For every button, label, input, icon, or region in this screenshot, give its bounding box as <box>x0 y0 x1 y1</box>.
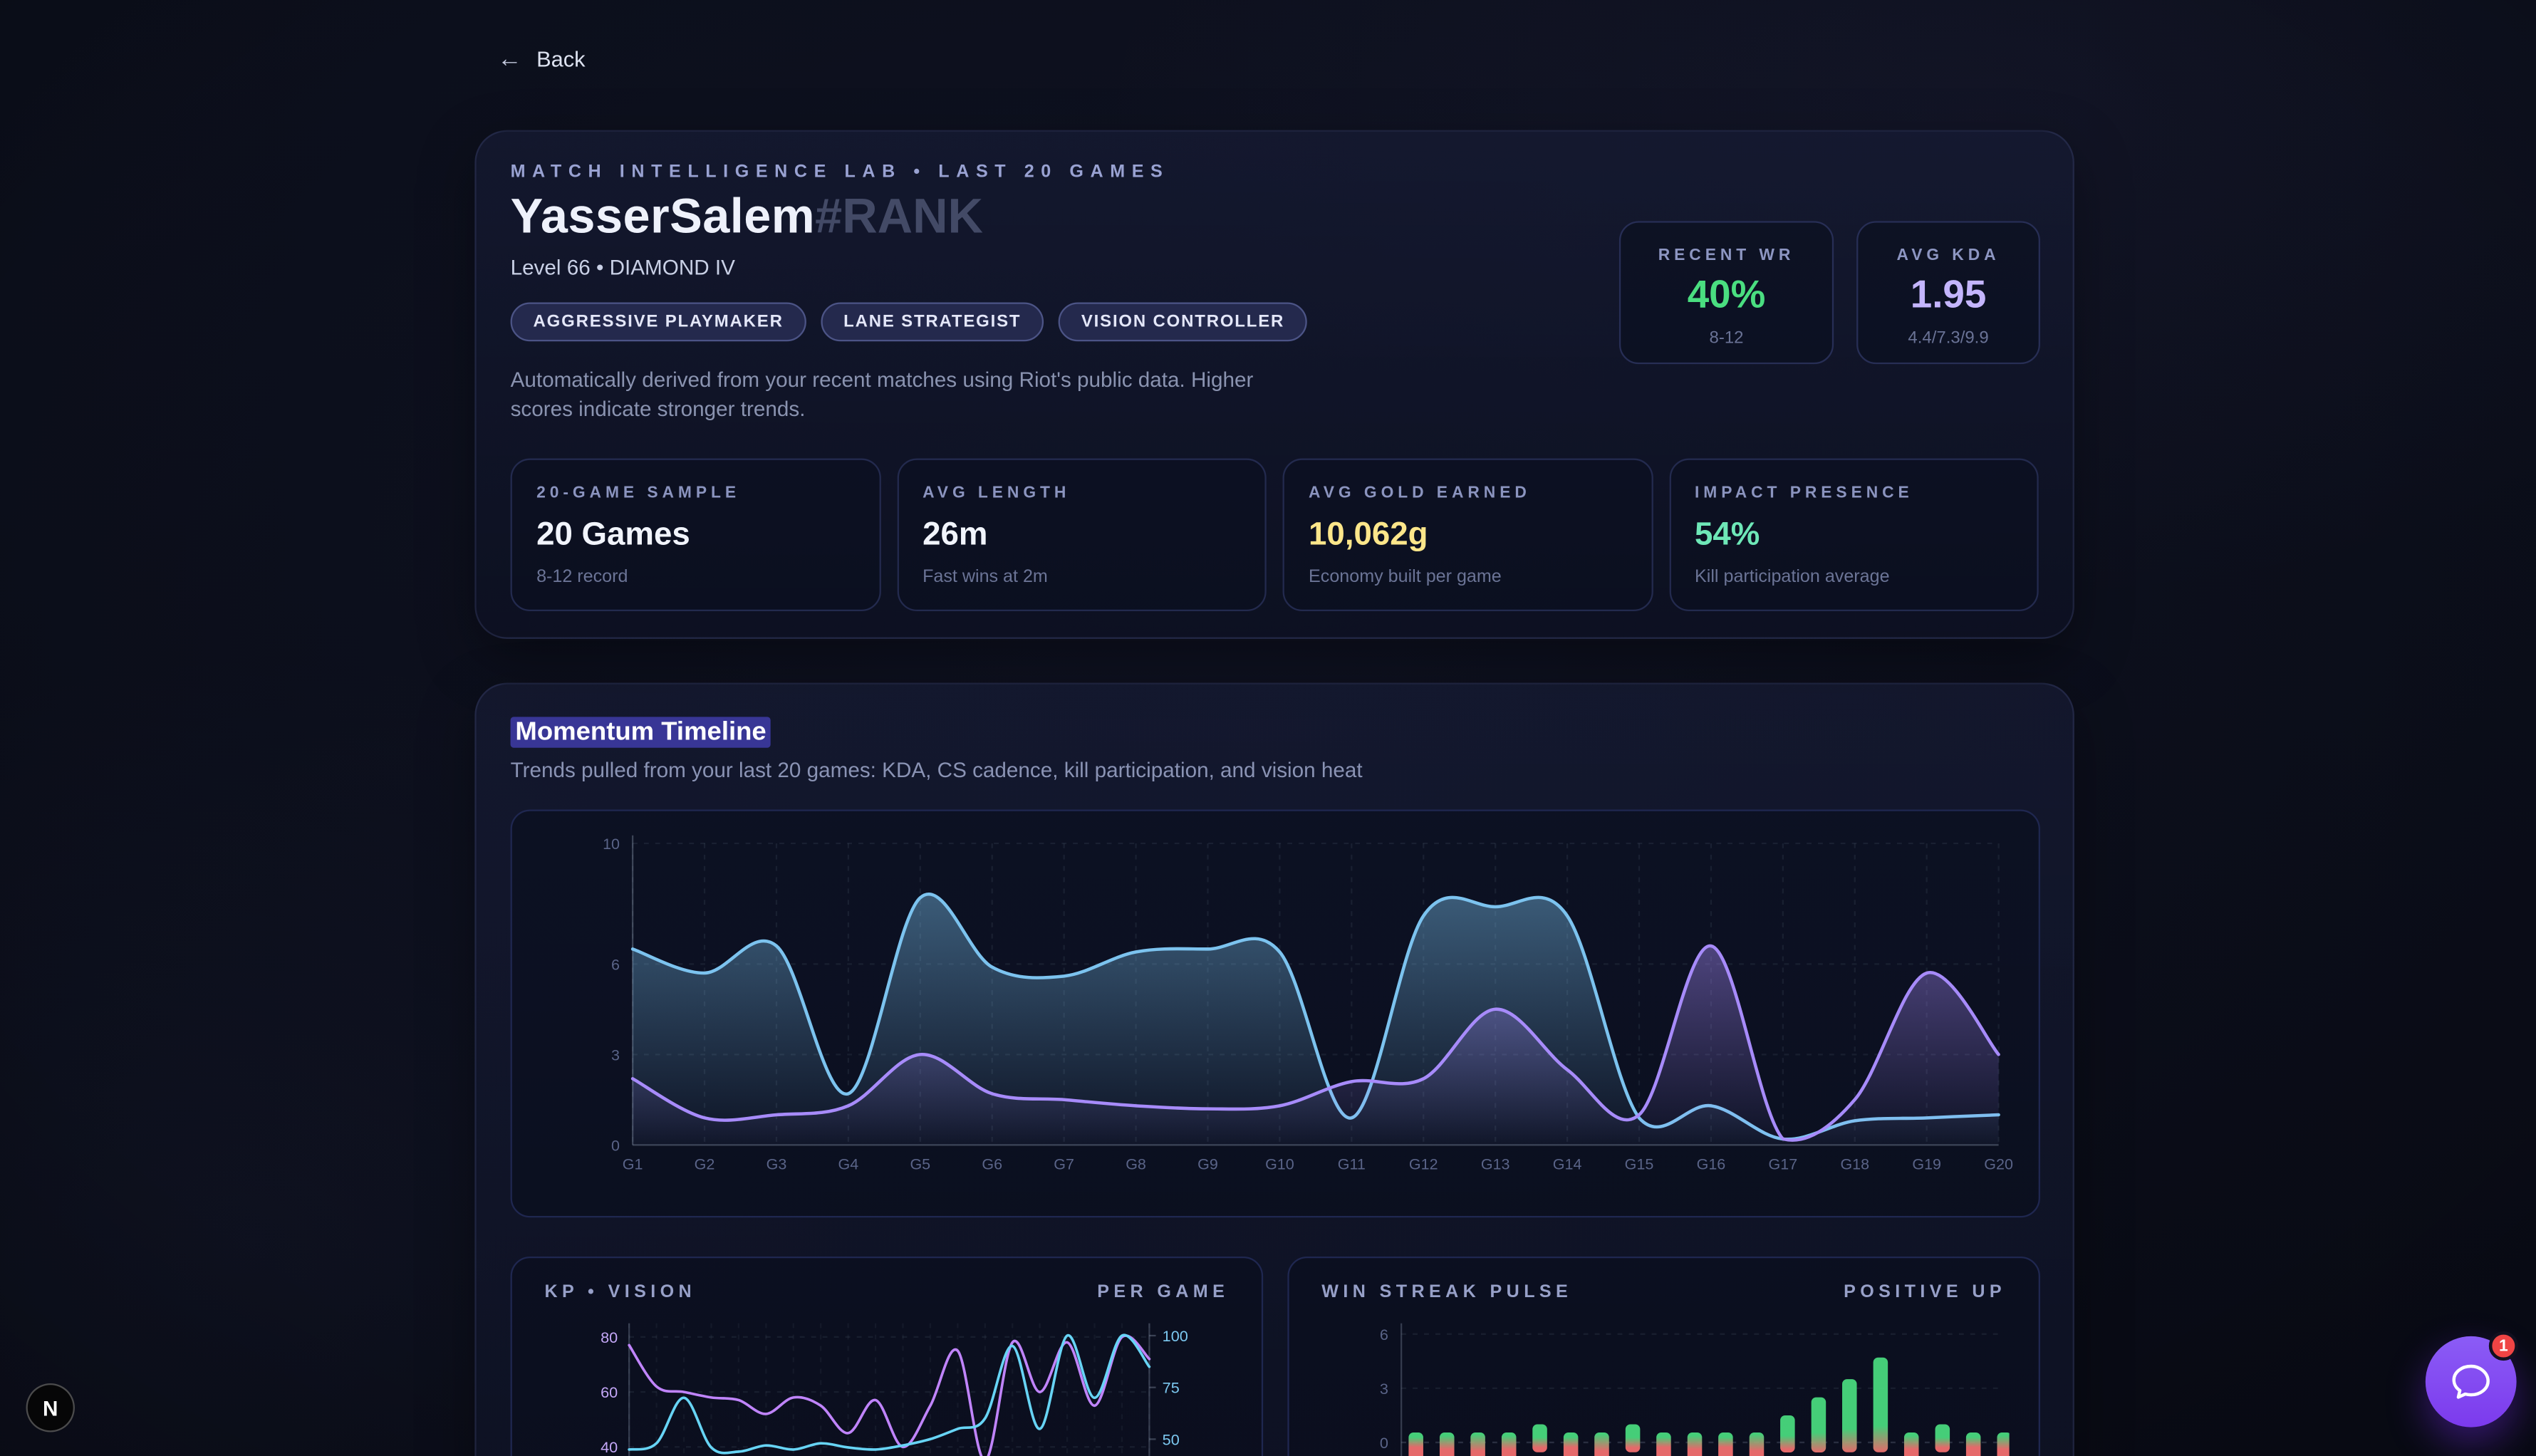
svg-text:G7: G7 <box>1054 1155 1074 1172</box>
svg-text:3: 3 <box>611 1046 620 1064</box>
svg-text:G10: G10 <box>1265 1155 1294 1172</box>
momentum-chart-panel: G1 G2 G3 G4 G5 G6 G7 G8 G9 G10 G11 G12 G13 G14 G15 G16 G… <box>510 809 2040 1218</box>
stat-card-label: AVG LENGTH <box>923 484 1071 503</box>
kp-vision-title: KP • VISION <box>544 1282 697 1302</box>
win-streak-title: WIN STREAK PULSE <box>1321 1282 1573 1302</box>
stat-card-sub: Kill participation average <box>1695 567 1890 587</box>
svg-text:75: 75 <box>1163 1379 1180 1397</box>
svg-text:G5: G5 <box>910 1155 930 1172</box>
momentum-timeline-chart: G1 G2 G3 G4 G5 G6 G7 G8 G9 G10 G11 G12 G13 G14 G15 G16 G… <box>603 835 2013 1172</box>
avg-kda-label: AVG KDA <box>1896 246 2000 265</box>
svg-text:50: 50 <box>1163 1430 1180 1448</box>
kp-vision-card: KP • VISION PER GAME 40 60 80 50 75 100 <box>510 1257 1264 1456</box>
win-streak-card: WIN STREAK PULSE POSITIVE UP 0 3 6 <box>1287 1257 2040 1456</box>
svg-text:G9: G9 <box>1197 1155 1218 1172</box>
avg-kda-card: AVG KDA 1.95 4.4/7.3/9.9 <box>1856 221 2040 365</box>
back-label: Back <box>536 47 586 72</box>
svg-text:G8: G8 <box>1126 1155 1146 1172</box>
stat-card-sub: Economy built per game <box>1309 567 1502 587</box>
svg-text:G17: G17 <box>1769 1155 1798 1172</box>
svg-text:G18: G18 <box>1840 1155 1869 1172</box>
badge-aggressive-playmaker: AGGRESSIVE PLAYMAKER <box>510 302 806 342</box>
svg-text:6: 6 <box>611 956 620 973</box>
svg-text:G19: G19 <box>1912 1155 1941 1172</box>
svg-text:100: 100 <box>1163 1327 1188 1345</box>
win-streak-header: WIN STREAK PULSE POSITIVE UP <box>1321 1283 2006 1302</box>
svg-text:G11: G11 <box>1338 1155 1366 1172</box>
kp-vision-unit-label: PER GAME <box>1097 1282 1230 1302</box>
svg-text:0: 0 <box>1380 1434 1388 1452</box>
svg-text:G14: G14 <box>1553 1155 1582 1172</box>
n-logo-button[interactable]: N <box>26 1383 75 1432</box>
recent-wr-sub: 8-12 <box>1709 328 1744 348</box>
svg-text:G2: G2 <box>695 1155 715 1172</box>
svg-text:G3: G3 <box>766 1155 787 1172</box>
chat-notification-badge: 1 <box>2488 1331 2518 1361</box>
svg-text:G15: G15 <box>1625 1155 1654 1172</box>
svg-text:80: 80 <box>601 1328 618 1346</box>
stat-card-value: 20 Games <box>536 516 690 553</box>
recent-wr-card: RECENT WR 40% 8-12 <box>1618 221 1834 365</box>
avg-kda-value: 1.95 <box>1910 273 1987 317</box>
stat-card-avg-gold: AVG GOLD EARNED 10,062g Economy built pe… <box>1282 458 1653 612</box>
badge-vision-controller: VISION CONTROLLER <box>1058 302 1308 342</box>
svg-text:10: 10 <box>603 836 620 853</box>
kp-vision-chart: 40 60 80 50 75 100 <box>601 1323 1188 1456</box>
kp-vision-header: KP • VISION PER GAME <box>544 1283 1229 1302</box>
svg-text:3: 3 <box>1380 1380 1388 1398</box>
svg-text:G4: G4 <box>838 1155 859 1172</box>
svg-text:G1: G1 <box>623 1155 643 1172</box>
back-button[interactable]: ← Back <box>497 47 585 71</box>
svg-text:G20: G20 <box>1984 1155 2013 1172</box>
stat-card-label: AVG GOLD EARNED <box>1309 484 1531 503</box>
player-tag: #RANK <box>815 189 983 244</box>
stat-card-label: 20-GAME SAMPLE <box>536 484 741 503</box>
section-title-row: Momentum Timeline <box>510 717 771 748</box>
svg-text:40: 40 <box>601 1438 618 1456</box>
chat-bubble-icon <box>2452 1364 2490 1399</box>
stat-card-sub: 8-12 record <box>536 567 628 587</box>
svg-text:G16: G16 <box>1697 1155 1726 1172</box>
svg-text:G6: G6 <box>982 1155 1002 1172</box>
avg-kda-sub: 4.4/7.3/9.9 <box>1908 328 1989 348</box>
recent-wr-label: RECENT WR <box>1658 246 1795 265</box>
stat-card-avg-length: AVG LENGTH 26m Fast wins at 2m <box>896 458 1267 612</box>
back-arrow-icon: ← <box>497 45 522 73</box>
stat-card-value: 10,062g <box>1309 516 1428 553</box>
stat-card-impact: IMPACT PRESENCE 54% Kill participation a… <box>1668 458 2039 612</box>
svg-text:0: 0 <box>611 1137 620 1154</box>
recent-wr-value: 40% <box>1687 273 1766 317</box>
svg-text:6: 6 <box>1380 1326 1388 1343</box>
chat-fab-button[interactable]: 1 <box>2425 1331 2518 1428</box>
stat-card-value: 54% <box>1695 516 1760 553</box>
svg-text:G13: G13 <box>1481 1155 1510 1172</box>
momentum-section-card: Momentum Timeline Trends pulled from you… <box>474 682 2074 1456</box>
stat-card-sub: Fast wins at 2m <box>923 567 1048 587</box>
win-streak-chart: 0 3 6 <box>1380 1323 2010 1456</box>
player-summary-card: MATCH INTELLIGENCE LAB • LAST 20 GAMES Y… <box>474 130 2074 639</box>
stat-card-row: 20-GAME SAMPLE 20 Games 8-12 record AVG … <box>510 458 2039 612</box>
svg-text:G12: G12 <box>1409 1155 1438 1172</box>
svg-text:60: 60 <box>601 1383 618 1401</box>
stat-card-label: IMPACT PRESENCE <box>1695 484 1913 503</box>
trait-badges: AGGRESSIVE PLAYMAKER LANE STRATEGIST VIS… <box>510 302 1308 342</box>
player-name-row: YasserSalem #RANK <box>511 190 983 246</box>
player-name: YasserSalem <box>510 189 816 244</box>
summary-description: Automatically derived from your recent m… <box>510 367 1254 422</box>
eyebrow-label: MATCH INTELLIGENCE LAB • LAST 20 GAMES <box>510 162 1170 182</box>
stat-card-sample: 20-GAME SAMPLE 20 Games 8-12 record <box>510 458 880 612</box>
player-level-line: Level 66 • DIAMOND IV <box>510 255 735 280</box>
section-title: Momentum Timeline <box>510 717 771 748</box>
stat-card-value: 26m <box>923 516 988 553</box>
badge-lane-strategist: LANE STRATEGIST <box>821 302 1044 342</box>
section-subtitle: Trends pulled from your last 20 games: K… <box>510 757 1363 782</box>
win-streak-unit-label: POSITIVE UP <box>1844 1282 2007 1302</box>
n-logo-letter: N <box>43 1395 58 1420</box>
